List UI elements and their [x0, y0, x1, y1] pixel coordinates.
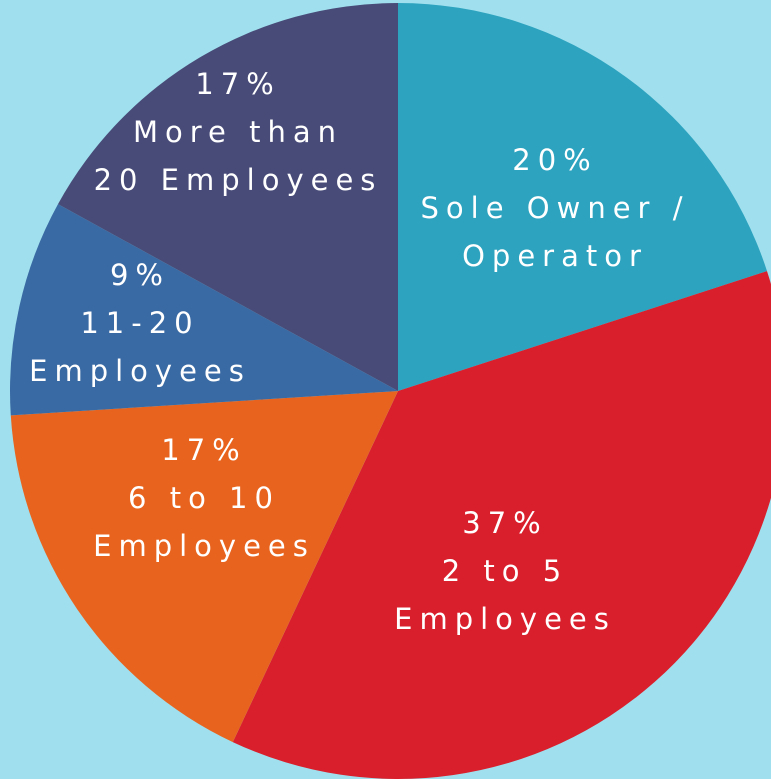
slice-label-5-line-2: More than — [133, 115, 343, 149]
pie-slice-3 — [10, 391, 399, 743]
pie-slice-1 — [398, 3, 768, 391]
slice-label-5: 17% More than 20 Employees — [94, 67, 383, 197]
slice-label-4: 9% 11-20 Employees — [29, 258, 251, 388]
slice-label-4-line-3: Employees — [29, 354, 251, 388]
slice-label-1-line-3: Operator — [462, 239, 648, 273]
slice-label-2-line-1: 37% — [462, 506, 547, 540]
slice-label-1: 20% Sole Owner / Operator — [421, 143, 690, 273]
pie-slice-5 — [57, 3, 399, 391]
slice-label-2: 37% 2 to 5 Employees — [394, 506, 616, 636]
slice-label-3-line-3: Employees — [93, 529, 315, 563]
slice-label-3-line-1: 17% — [161, 433, 246, 467]
slice-label-2-line-2: 2 to 5 — [442, 554, 568, 588]
pie-slice-4 — [10, 204, 399, 416]
slice-label-1-line-2: Sole Owner / — [421, 191, 690, 225]
pie-labels: 20% Sole Owner / Operator 37% 2 to 5 Employee… — [29, 67, 690, 636]
slice-label-4-line-2: 11-20 — [80, 306, 199, 340]
pie-slice-2 — [232, 271, 771, 779]
slice-label-5-line-1: 17% — [195, 67, 280, 101]
pie-slices — [10, 3, 771, 779]
slice-label-3: 17% 6 to 10 Employees — [93, 433, 315, 563]
slice-label-4-line-1: 9% — [110, 258, 170, 292]
slice-label-1-line-1: 20% — [512, 143, 597, 177]
slice-label-2-line-3: Employees — [394, 602, 616, 636]
slice-label-3-line-2: 6 to 10 — [128, 481, 280, 515]
slice-label-5-line-3: 20 Employees — [94, 163, 383, 197]
